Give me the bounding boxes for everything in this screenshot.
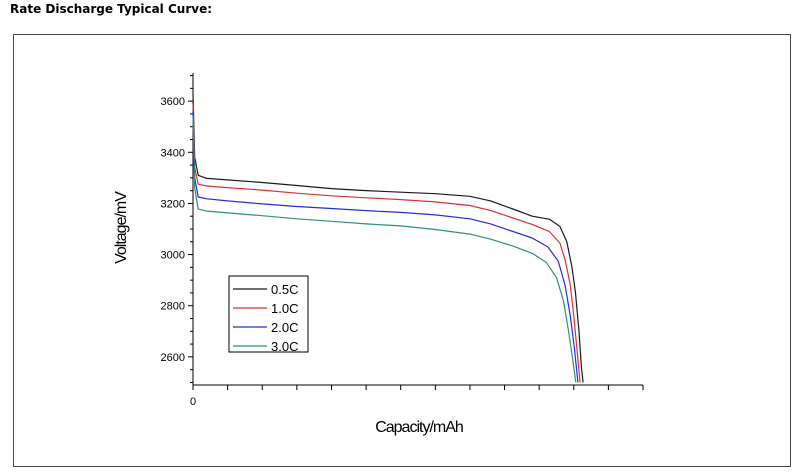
page-heading: Rate Discharge Typical Curve: xyxy=(10,2,213,16)
x-axis-title: Capacity/mAh xyxy=(375,419,463,436)
legend-label: 1.0C xyxy=(271,301,298,316)
x-tick-label: 0 xyxy=(190,396,196,408)
chart-frame xyxy=(13,34,791,467)
y-tick-label: 3200 xyxy=(161,198,185,210)
x-axis-ticks: 0 xyxy=(190,385,644,408)
legend-label: 3.0C xyxy=(271,339,298,354)
y-axis-ticks: 2600 2800 3000 3200 3400 3600 xyxy=(161,75,193,383)
series-lines xyxy=(192,93,584,383)
series-line-2-0c xyxy=(192,111,579,383)
y-axis-title: Voltage/mV xyxy=(113,191,130,264)
series-line-0-5c xyxy=(192,93,584,383)
y-tick-label: 3000 xyxy=(161,250,185,262)
y-tick-label: 2600 xyxy=(161,352,185,364)
y-tick-label: 3400 xyxy=(161,147,185,159)
legend-label: 0.5C xyxy=(271,282,298,297)
legend-label: 2.0C xyxy=(271,320,298,335)
series-line-1-0c xyxy=(192,103,581,383)
series-line-3-0c xyxy=(192,116,577,383)
y-tick-label: 3600 xyxy=(161,96,185,108)
legend: 0.5C 1.0C 2.0C 3.0C xyxy=(228,275,309,354)
y-tick-label: 2800 xyxy=(161,301,185,313)
